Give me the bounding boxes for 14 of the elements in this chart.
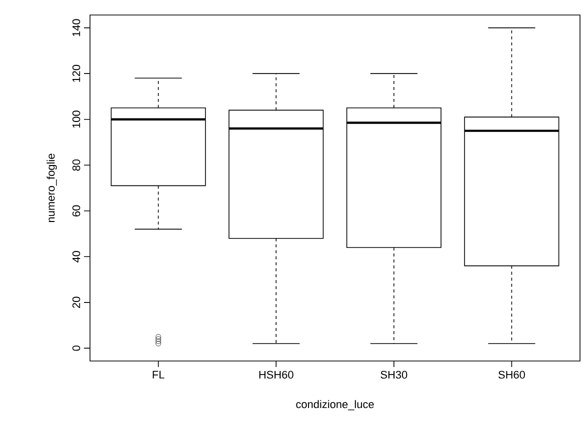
y-tick-label: 80	[72, 159, 80, 171]
x-tick-label: FL	[152, 370, 164, 378]
x-axis-title: condizione_luce	[296, 400, 374, 410]
x-tick-label: SH30	[380, 370, 408, 379]
y-tick-label: 60	[72, 205, 80, 216]
y-axis-title: numero_foglie	[46, 154, 57, 222]
y-tick-label: 120	[72, 64, 80, 82]
y-tick-label: 40	[72, 250, 80, 262]
y-tick-label: 100	[72, 110, 80, 128]
y-tick-label: 140	[72, 19, 80, 36]
x-tick-label: SH60	[498, 370, 525, 379]
y-tick-label: 20	[72, 296, 80, 308]
y-tick-label: 0	[72, 346, 80, 351]
x-tick-label: HSH60	[259, 370, 294, 379]
